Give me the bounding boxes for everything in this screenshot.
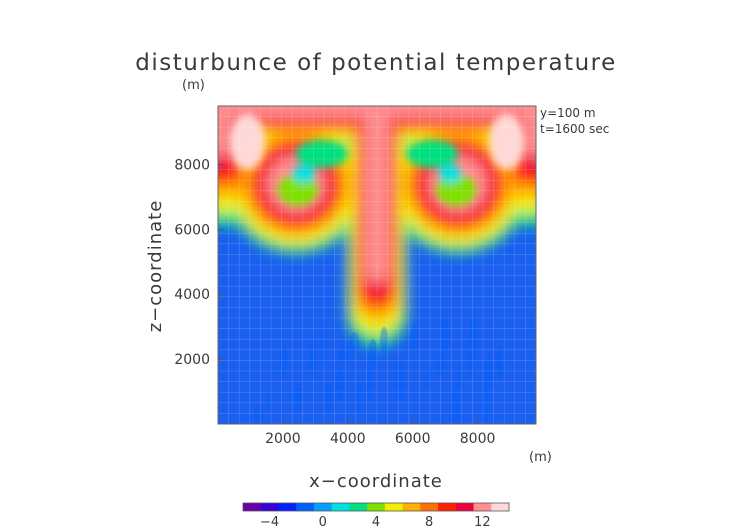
annotation-y: y=100 m [540,106,596,120]
colorbar-cell [384,503,403,511]
colorbar-tick-label: 0 [319,515,327,530]
colorbar-tick-label: 8 [425,515,433,530]
colorbar-cell [331,503,350,511]
colorbar-cell [349,503,368,511]
x-tick-label: 6000 [395,431,431,447]
colorbar-tick-label: 12 [474,515,491,530]
hot-spots [229,113,525,170]
colorbar-cell [455,503,474,511]
colorbar-frame [242,502,510,512]
colorbar-cell [296,503,315,511]
y-tick-label: 6000 [174,222,210,238]
y-axis-label: z−coordinate [145,200,166,333]
x-tick-label: 4000 [330,431,366,447]
y-tick-label: 2000 [174,352,210,368]
y-unit-label: (m) [182,78,205,93]
annotation-time: t=1600 sec [540,122,609,136]
vortex-cores [277,139,477,206]
y-tick-label: 4000 [174,287,210,303]
y-tick-label: 8000 [174,157,210,173]
colorbar-cell [313,503,333,511]
background-noise [253,310,505,424]
colorbar-cell [260,503,279,511]
plot-area [217,105,537,425]
colorbar-tick-label: 4 [372,515,380,530]
colorbar-cell [367,503,386,511]
x-axis-ticks: 2000 4000 6000 8000 [265,418,495,447]
colorbar-cell [473,503,492,511]
colorbar-cell [243,503,262,511]
chart-title: disturbunce of potential temperature [135,50,617,76]
colorbar-cell [420,503,439,511]
colorbar-cell [278,503,297,511]
temperature-field [218,106,536,424]
colorbar-cell [402,503,421,511]
plot-frame [217,105,537,425]
colorbar-cell [438,503,457,511]
y-axis-ticks: 2000 4000 6000 8000 [174,157,224,368]
x-unit-label: (m) [529,450,552,465]
x-tick-label: 2000 [265,431,301,447]
colorbar-tick-label: −4 [260,515,279,530]
colorbar: −4 0 4 8 12 [242,502,510,530]
x-axis-label: x−coordinate [309,471,443,492]
x-tick-label: 8000 [460,431,496,447]
colorbar-cell [491,503,510,511]
grid [218,106,536,424]
